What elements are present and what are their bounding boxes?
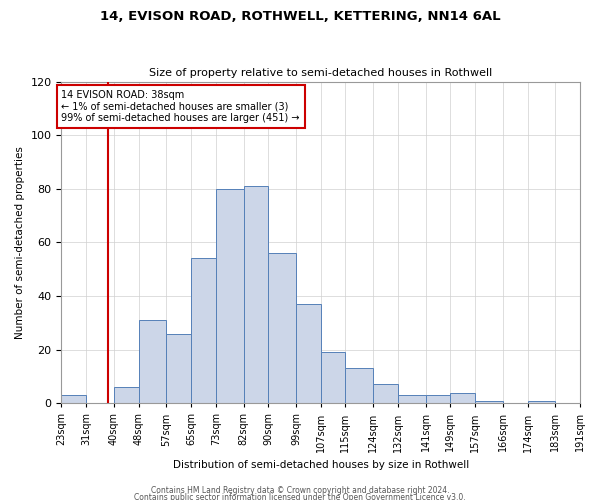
Bar [268,253,296,404]
Bar [114,387,139,404]
Y-axis label: Number of semi-detached properties: Number of semi-detached properties [15,146,25,339]
Bar [296,304,321,404]
Bar [373,384,398,404]
Bar [346,368,373,404]
Text: 14, EVISON ROAD, ROTHWELL, KETTERING, NN14 6AL: 14, EVISON ROAD, ROTHWELL, KETTERING, NN… [100,10,500,23]
Bar [475,400,503,404]
Bar [139,320,166,404]
Text: 14 EVISON ROAD: 38sqm
← 1% of semi-detached houses are smaller (3)
99% of semi-d: 14 EVISON ROAD: 38sqm ← 1% of semi-detac… [61,90,300,123]
Bar [527,400,556,404]
Bar [398,395,425,404]
Bar [580,400,600,404]
Text: Contains HM Land Registry data © Crown copyright and database right 2024.: Contains HM Land Registry data © Crown c… [151,486,449,495]
Title: Size of property relative to semi-detached houses in Rothwell: Size of property relative to semi-detach… [149,68,493,78]
Bar [61,395,86,404]
Bar [425,395,451,404]
Bar [244,186,268,404]
Bar [451,392,475,404]
Bar [321,352,346,404]
Bar [166,334,191,404]
Bar [216,189,244,404]
Text: Contains public sector information licensed under the Open Government Licence v3: Contains public sector information licen… [134,494,466,500]
X-axis label: Distribution of semi-detached houses by size in Rothwell: Distribution of semi-detached houses by … [173,460,469,470]
Bar [191,258,216,404]
